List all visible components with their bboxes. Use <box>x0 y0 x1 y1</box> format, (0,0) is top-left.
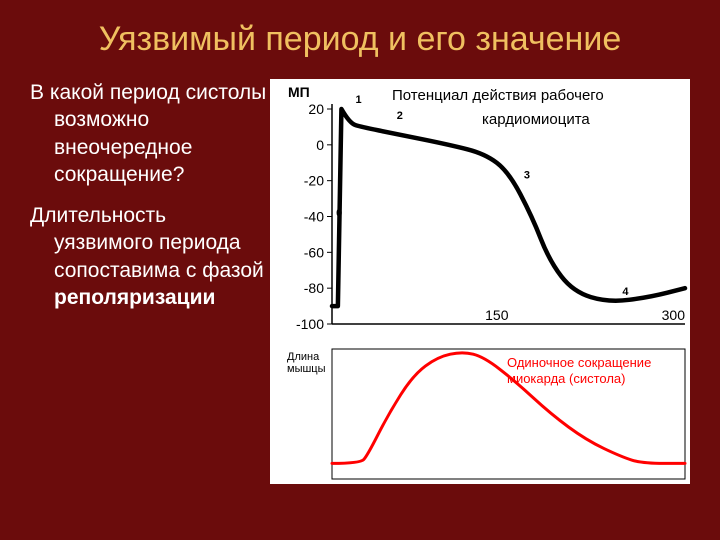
chart-panel: 20 0 -20 -40 -60 -80 -100 150 300 0 1 2 3 4 МП Потенц… <box>270 79 690 484</box>
svg-text:3: 3 <box>524 170 530 182</box>
svg-text:2: 2 <box>397 110 403 122</box>
statement-prefix: Длительность уязвимого периода сопостави… <box>30 204 264 282</box>
statement-text: Длительность уязвимого периода сопостави… <box>30 202 270 311</box>
svg-text:150: 150 <box>485 307 509 323</box>
svg-text:-40: -40 <box>304 209 324 225</box>
svg-text:0: 0 <box>336 208 342 220</box>
svg-text:-20: -20 <box>304 173 324 189</box>
svg-text:4: 4 <box>622 286 629 298</box>
text-column: В какой период систолы возможно внеочере… <box>30 79 270 484</box>
contraction-label-l2: миокарда (систола) <box>507 371 625 386</box>
chart-svg: 20 0 -20 -40 -60 -80 -100 150 300 0 1 2 3 4 <box>270 79 690 484</box>
svg-text:0: 0 <box>316 137 324 153</box>
body-row: В какой период систолы возможно внеочере… <box>0 79 720 484</box>
contraction-label-l1: Одиночное сокращение <box>507 355 651 370</box>
svg-text:1: 1 <box>356 94 362 106</box>
ap-y-axis-label: МП <box>288 84 310 100</box>
contraction-y-label-l1: Длина <box>287 351 319 363</box>
svg-text:-100: -100 <box>296 316 324 332</box>
svg-text:-60: -60 <box>304 244 324 260</box>
statement-bold: реполяризации <box>54 286 215 309</box>
slide-title: Уязвимый период и его значение <box>0 0 720 79</box>
ap-chart-title: Потенциал действия рабочего <box>392 87 604 104</box>
contraction-y-label-l2: мышцы <box>287 363 326 375</box>
contraction-series-label: Одиночное сокращение миокарда (систола) <box>507 355 651 386</box>
question-text: В какой период систолы возможно внеочере… <box>30 79 270 188</box>
ap-chart-subtitle: кардиомиоцита <box>482 111 590 128</box>
svg-text:300: 300 <box>662 307 686 323</box>
contraction-y-label: Длина мышцы <box>287 351 326 375</box>
svg-text:-80: -80 <box>304 280 324 296</box>
svg-text:20: 20 <box>308 101 324 117</box>
